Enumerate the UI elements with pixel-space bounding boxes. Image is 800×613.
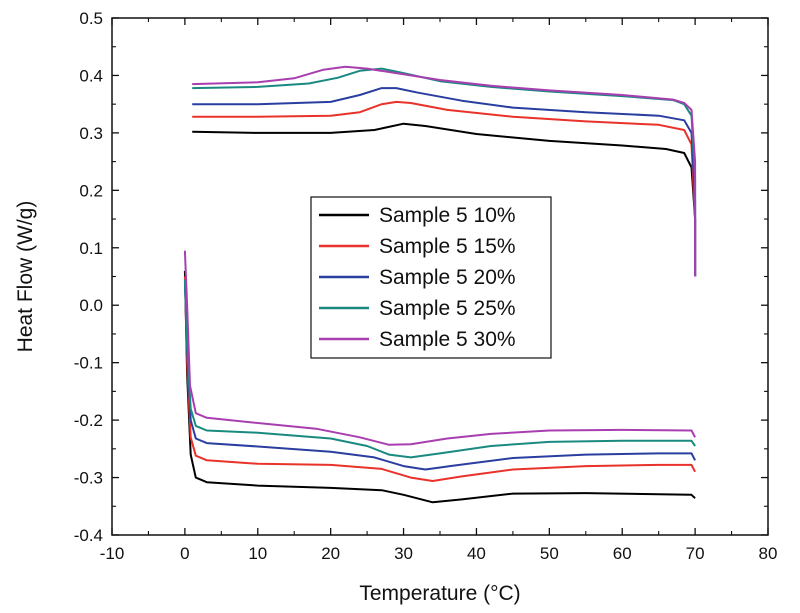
x-tick-label: 50 — [540, 544, 559, 563]
series-line-lower-sample-5-15 — [183, 276, 696, 482]
x-tick-label: 10 — [248, 544, 267, 563]
series-line-upper-sample-5-10 — [192, 122, 697, 277]
y-tick-label: -0.1 — [74, 354, 103, 373]
y-tick-label: -0.2 — [74, 411, 103, 430]
series-line-upper-sample-5-25 — [192, 67, 697, 277]
legend-label: Sample 5 10% — [379, 204, 516, 227]
x-tick-label: 70 — [686, 544, 705, 563]
series-line-lower-sample-5-25 — [183, 279, 696, 459]
legend-label: Sample 5 25% — [379, 297, 516, 320]
y-tick-label: -0.3 — [74, 469, 103, 488]
x-tick-label: 40 — [467, 544, 486, 563]
y-tick-label: 0.4 — [79, 66, 103, 85]
x-tick-label: -10 — [100, 544, 125, 563]
x-tick-label: 0 — [180, 544, 189, 563]
axis-ticks: -10 0 10 20 30 40 50 60 70 80 -0.4 -0.3 -0.2 -0.1 0.0 0… — [74, 9, 778, 563]
y-tick-label: 0.0 — [79, 296, 103, 315]
series-line-lower-sample-5-20 — [183, 282, 696, 471]
y-tick-label: 0.3 — [79, 124, 103, 143]
x-tick-label: 30 — [394, 544, 413, 563]
x-tick-label: 80 — [759, 544, 778, 563]
legend-label: Sample 5 30% — [379, 328, 516, 351]
y-tick-label: 0.2 — [79, 181, 103, 200]
y-tick-label: 0.5 — [79, 9, 103, 28]
series-group — [183, 65, 697, 504]
x-tick-label: 60 — [613, 544, 632, 563]
series-line-upper-sample-5-15 — [192, 100, 697, 277]
y-axis-title: Heat Flow (W/g) — [14, 201, 37, 353]
y-tick-label: -0.4 — [74, 526, 103, 545]
y-tick-label: 0.1 — [79, 239, 103, 258]
legend-label: Sample 5 15% — [379, 235, 516, 258]
legend-label: Sample 5 20% — [379, 266, 516, 289]
series-line-lower-sample-5-10 — [183, 270, 696, 504]
series-line-lower-sample-5-30 — [183, 250, 696, 446]
series-line-upper-sample-5-20 — [192, 87, 697, 277]
x-axis-title: Temperature (°C) — [359, 582, 520, 605]
legend: Sample 5 10% Sample 5 15% Sample 5 20% Samp… — [310, 196, 552, 359]
x-tick-label: 20 — [321, 544, 340, 563]
series-line-upper-sample-5-30 — [192, 65, 697, 277]
